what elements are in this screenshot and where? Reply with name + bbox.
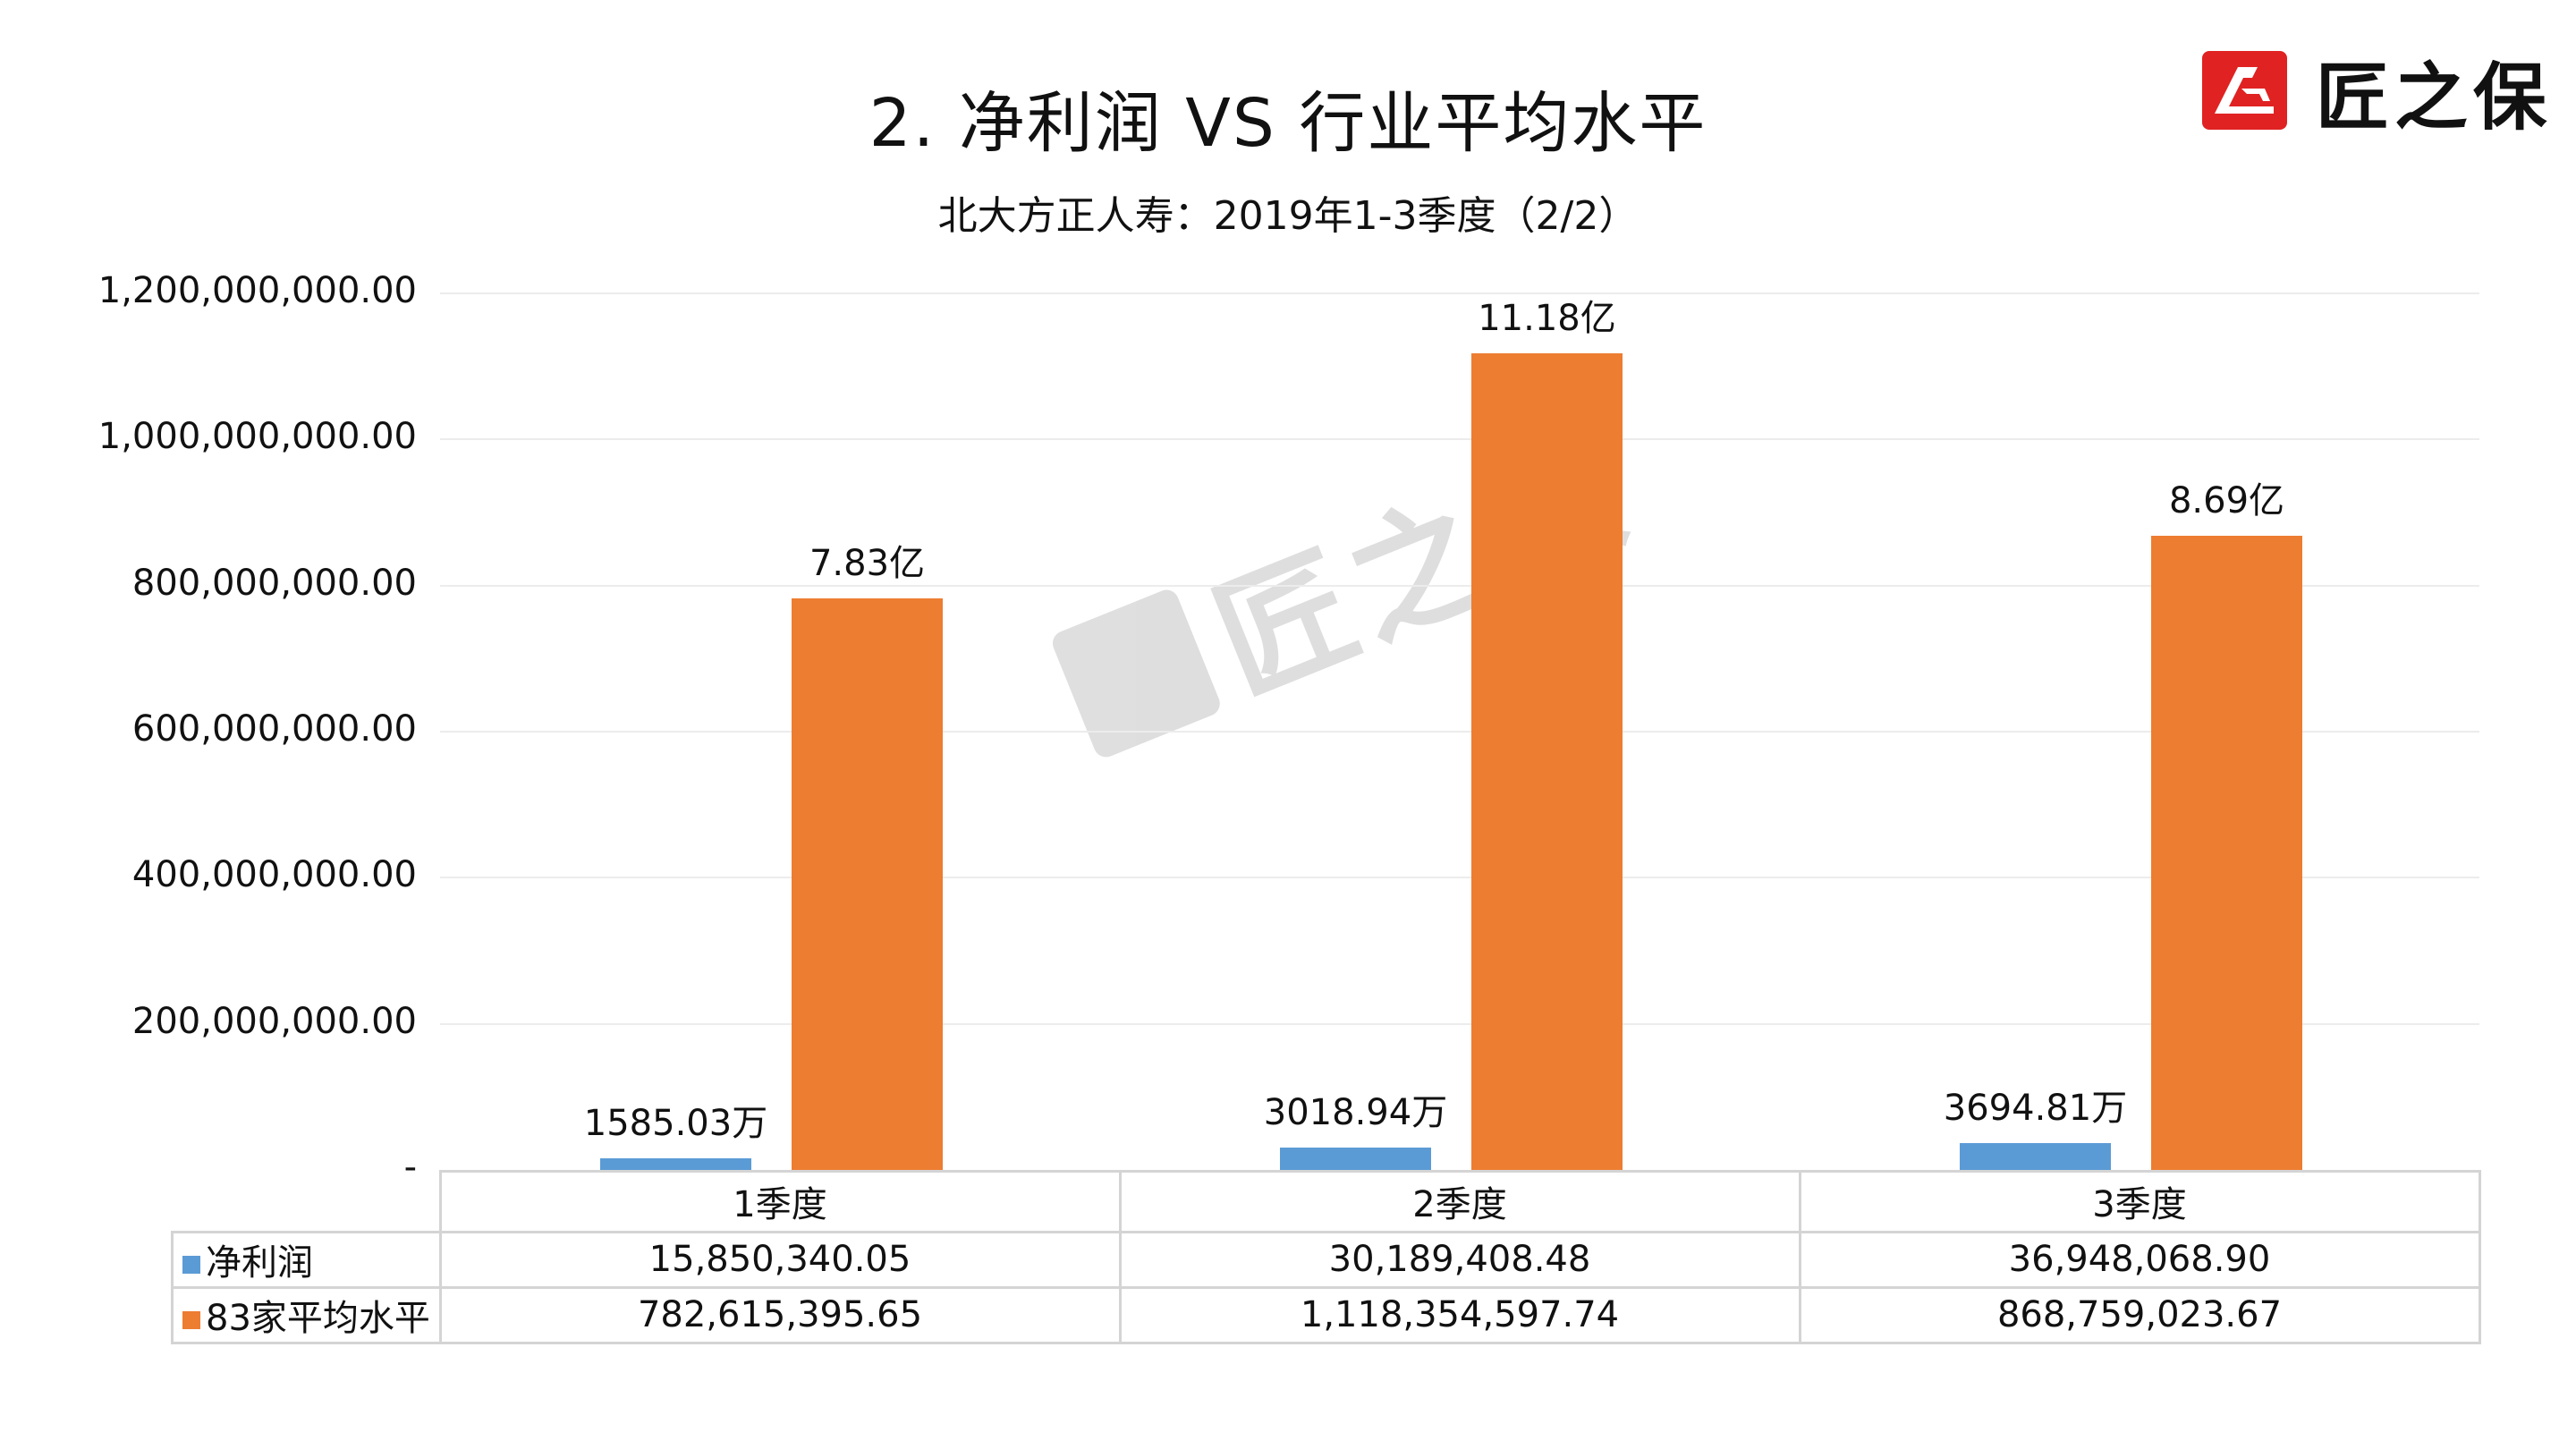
row-label: 净利润 — [206, 1242, 313, 1284]
data-label: 7.83亿 — [809, 542, 926, 584]
table-row: 净利润 15,850,340.05 30,189,408.48 36,948,0… — [171, 1230, 2481, 1289]
table-row: 83家平均水平 782,615,395.65 1,118,354,597.74 … — [171, 1285, 2481, 1344]
table-header-cell: 3季度 — [1798, 1170, 2481, 1233]
legend-net-profit: 净利润 — [171, 1230, 442, 1289]
table-cell: 36,948,068.90 — [1798, 1230, 2481, 1289]
bar-net-profit — [1280, 1148, 1431, 1170]
page-title: 2. 净利润 VS 行业平均水平 — [869, 85, 1707, 162]
row-label: 83家平均水平 — [206, 1298, 430, 1339]
bar-industry-avg — [792, 597, 943, 1170]
data-table: 1季度 2季度 3季度 净利润 15,850,340.05 30,189,408… — [171, 1170, 2481, 1344]
y-axis-tick-label: 800,000,000.00 — [131, 562, 417, 604]
page-subtitle: 北大方正人寿：2019年1-3季度（2/2） — [937, 193, 1639, 239]
y-axis-tick-label: 400,000,000.00 — [131, 854, 417, 896]
table-cell: 1,118,354,597.74 — [1118, 1285, 1801, 1344]
table-cell: 30,189,408.48 — [1118, 1230, 1801, 1289]
brand-name: 匠之保 — [2316, 55, 2553, 140]
watermark-logo-icon — [1048, 585, 1224, 761]
legend-swatch-icon — [182, 1311, 200, 1329]
data-label: 1585.03万 — [583, 1103, 768, 1145]
data-label: 11.18亿 — [1478, 297, 1616, 339]
gridline — [440, 1022, 2479, 1025]
bar-industry-avg — [2151, 535, 2302, 1170]
y-axis-tick-label: 200,000,000.00 — [131, 1000, 417, 1042]
legend-swatch-icon — [182, 1256, 200, 1274]
data-label: 3694.81万 — [1943, 1087, 2128, 1129]
bar-net-profit — [600, 1158, 751, 1170]
table-corner — [172, 1171, 442, 1233]
bar-net-profit — [1960, 1142, 2111, 1170]
y-axis-tick-label: 1,000,000,000.00 — [97, 416, 417, 458]
table-cell: 15,850,340.05 — [438, 1230, 1122, 1289]
gridline — [440, 438, 2479, 441]
jiangzhibao-logo-icon — [2202, 51, 2287, 130]
bar-industry-avg — [1471, 352, 1623, 1170]
data-label: 8.69亿 — [2168, 479, 2285, 521]
table-header-row: 1季度 2季度 3季度 — [172, 1170, 2481, 1233]
table-header-cell: 1季度 — [438, 1170, 1122, 1233]
gridline — [440, 731, 2479, 733]
gridline — [440, 877, 2479, 879]
y-axis-tick-label: 600,000,000.00 — [131, 708, 417, 750]
legend-industry-avg: 83家平均水平 — [171, 1285, 442, 1344]
table-cell: 782,615,395.65 — [438, 1285, 1122, 1344]
y-axis-tick-label: 1,200,000,000.00 — [97, 270, 417, 311]
table-cell: 868,759,023.67 — [1798, 1285, 2481, 1344]
brand-logo: 匠之保 — [2202, 50, 2552, 140]
data-label: 3018.94万 — [1263, 1092, 1448, 1134]
gridline — [440, 584, 2479, 587]
table-header-cell: 2季度 — [1118, 1170, 1801, 1233]
gridline — [440, 292, 2479, 294]
